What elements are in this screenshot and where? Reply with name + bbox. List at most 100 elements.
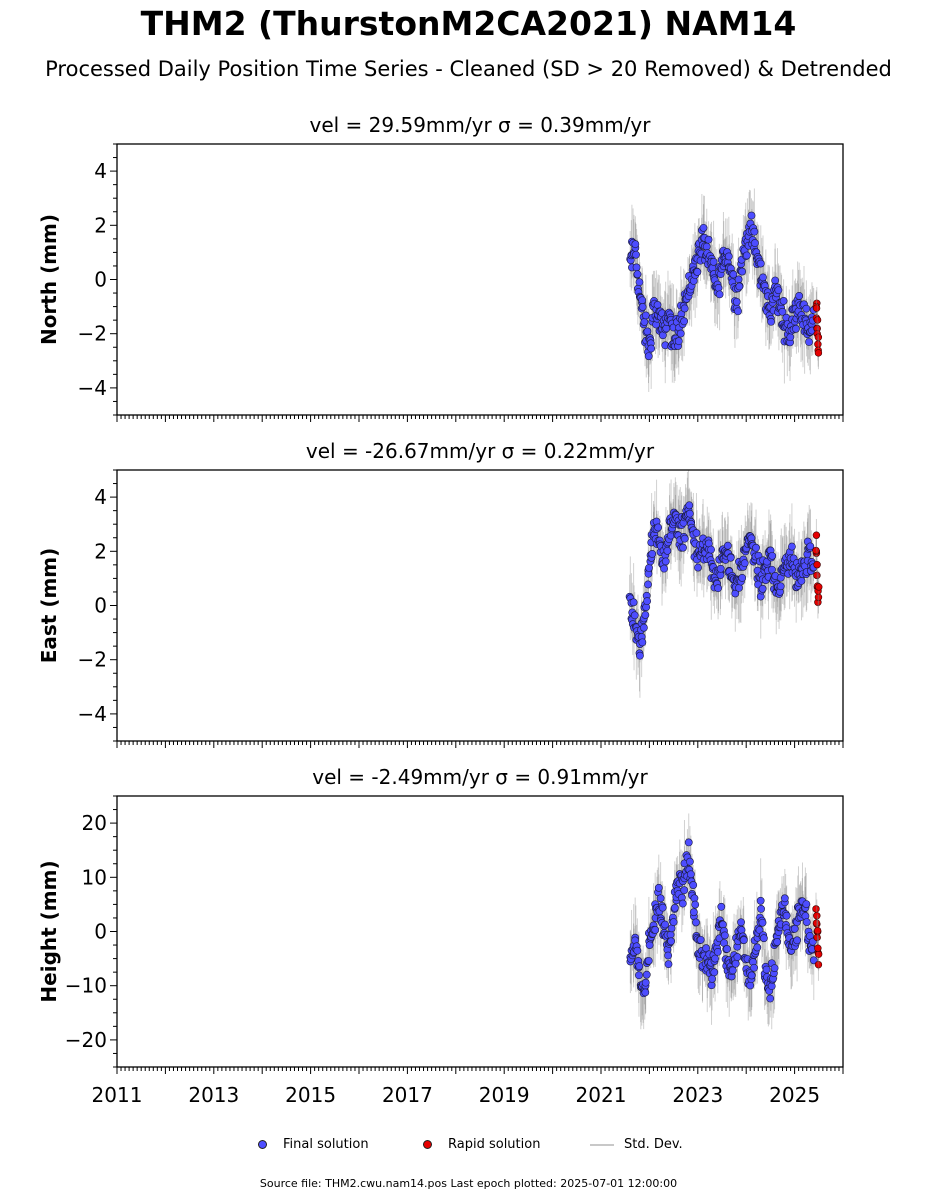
final-solution-point [767,317,775,326]
final-solution-point [802,918,811,926]
final-solution-point [679,543,687,552]
final-solution-marker-icon [258,1140,267,1149]
final-solution-point [758,918,767,927]
y-tick-label: −20 [65,1028,107,1052]
y-tick-label: −4 [78,376,107,400]
final-solution-point [636,651,644,660]
final-solution-point [759,273,767,282]
final-solution-point [805,338,813,346]
final-solution-point [729,270,738,279]
final-solution-point [704,235,713,244]
final-solution-point [739,936,748,944]
plot-area [625,470,823,698]
final-solution-point [746,981,755,990]
final-solution-point [809,956,818,965]
chart-panel-3: −20 −10 0 10 20 2011 2013 2015 2017 2019 2021 2023 2… [37,765,844,1107]
x-tick-label: 2013 [188,1083,239,1107]
final-solution-point [633,946,642,955]
final-solution-point [732,297,741,306]
final-solution-point [731,959,740,968]
x-tick-label: 2015 [285,1083,336,1107]
final-solution-point [710,968,719,977]
x-tick-label: 2025 [769,1083,820,1107]
source-footer: Source file: THM2.cwu.nam14.pos Last epo… [259,1177,678,1190]
final-solution-point [661,557,670,566]
final-solution-point [797,576,806,585]
legend-rapid-label: Rapid solution [448,1137,541,1152]
final-solution-point [680,534,689,543]
final-solution-point [632,263,641,272]
final-solution-point [779,297,788,305]
final-solution-point [751,239,759,247]
final-solution-point [709,257,718,266]
final-solution-point [758,584,767,593]
final-solution-point [667,937,675,946]
final-solution-point [699,223,708,232]
panel-title: vel = -26.67mm/yr σ = 0.22mm/yr [306,439,655,463]
final-solution-point [802,900,811,908]
x-tick-label: 2023 [672,1083,723,1107]
final-solution-point [762,965,771,974]
final-solution-point [643,597,652,606]
final-solution-point [648,549,657,558]
final-solution-point [635,962,644,971]
legend-std: Std. Dev. [590,1137,683,1152]
final-solution-point [776,582,785,591]
final-solution-point [691,900,700,909]
final-solution-point [713,947,722,956]
y-tick-label: −2 [78,322,107,346]
final-solution-point [641,988,650,997]
final-solution-point [644,956,653,965]
final-solution-point [723,541,732,550]
final-solution-point [742,251,751,260]
final-solution-point [753,943,762,952]
final-solution-point [747,211,756,220]
final-solution-point [790,924,799,933]
final-solution-point [708,974,716,983]
final-solution-point [644,580,652,589]
final-solution-point [792,324,800,333]
final-solution-point [654,523,663,532]
final-solution-point [638,296,647,305]
final-solution-point [740,559,749,568]
final-solution-point [669,918,678,926]
final-solution-point [737,918,745,927]
final-solution-point [694,563,702,572]
final-solution-point [632,250,640,259]
panel-title: vel = -2.49mm/yr σ = 0.91mm/yr [312,765,648,789]
final-solution-point [793,936,802,945]
rapid-solution-marker-icon [423,1140,432,1149]
final-solution-point [773,938,782,946]
rapid-solution-point [812,919,821,927]
final-solution-point [664,951,673,960]
final-solution-point [680,304,689,313]
final-solution-point [714,284,723,292]
rapid-solution-point [813,316,822,324]
final-solution-point [702,944,711,953]
plot-area [626,813,823,1030]
final-solution-point [738,573,747,582]
final-solution-point [685,501,694,510]
final-solution-point [724,252,733,261]
final-solution-point [653,301,662,309]
x-tick-label: 2021 [576,1083,627,1107]
y-tick-label: −4 [78,702,107,726]
final-solution-point [641,611,650,619]
final-solution-point [645,563,653,572]
final-solution-point [720,931,729,940]
final-solution-point [692,529,701,537]
rapid-solution-point [815,583,823,591]
rapid-solution-point [813,912,821,920]
final-solution-point [635,971,643,980]
y-tick-label: 2 [94,213,107,237]
final-solution-point [660,564,668,573]
chart-panel-2: −4 −2 0 2 4 vel = -26.67mm/yr σ = 0.22mm/yr Ea… [37,439,844,748]
final-solution-point [768,565,776,574]
final-solution-point [642,970,651,979]
final-solution-point [641,978,650,987]
y-tick-label: −2 [78,648,107,672]
y-axis-label: Height (mm) [37,860,61,1002]
final-solution-point [723,944,731,953]
final-solution-point [734,275,743,284]
figure-subtitle: Processed Daily Position Time Series - C… [45,57,892,81]
